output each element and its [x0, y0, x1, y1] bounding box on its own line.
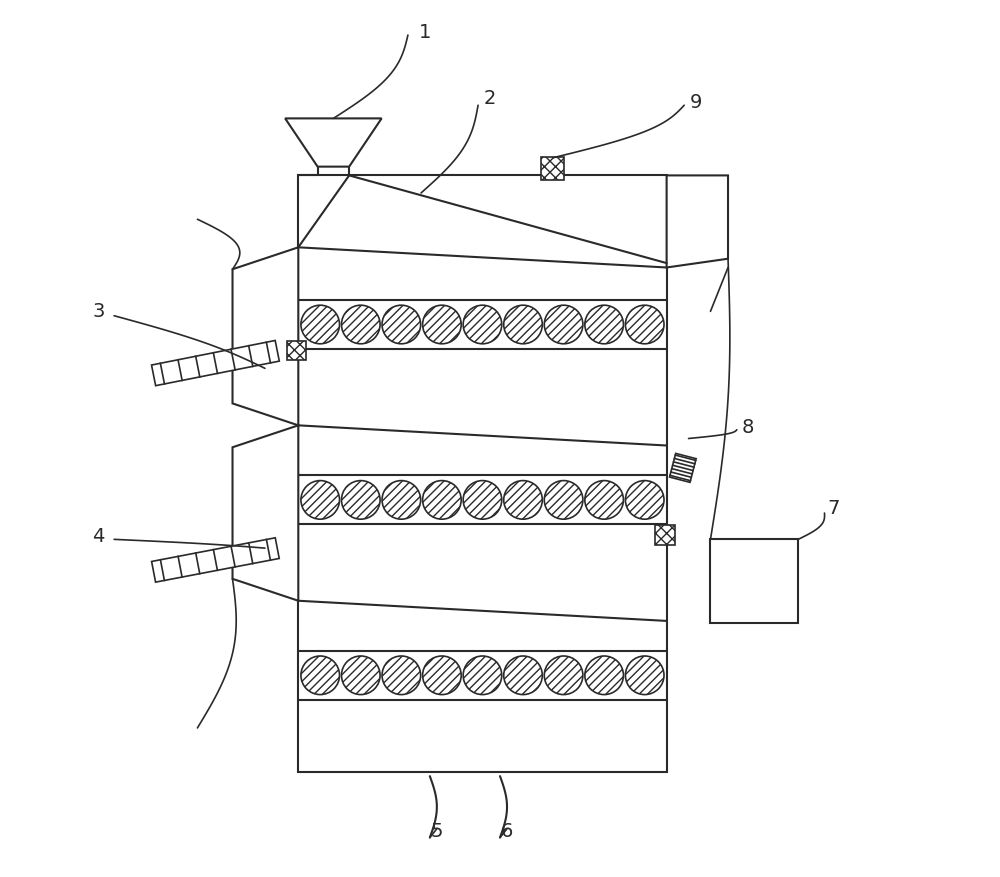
Circle shape	[585, 656, 623, 695]
Circle shape	[382, 656, 421, 695]
Text: 6: 6	[501, 822, 513, 841]
Circle shape	[625, 656, 664, 695]
Circle shape	[301, 305, 340, 344]
Circle shape	[301, 656, 340, 695]
Circle shape	[544, 305, 583, 344]
Circle shape	[382, 305, 421, 344]
Circle shape	[463, 656, 502, 695]
Polygon shape	[670, 453, 696, 482]
Circle shape	[382, 481, 421, 519]
Text: 3: 3	[92, 302, 105, 321]
Polygon shape	[152, 538, 279, 582]
Circle shape	[585, 305, 623, 344]
Circle shape	[341, 305, 380, 344]
Circle shape	[423, 305, 461, 344]
Circle shape	[585, 481, 623, 519]
Polygon shape	[233, 247, 298, 425]
Circle shape	[504, 481, 542, 519]
Bar	[298, 175, 667, 772]
Circle shape	[423, 656, 461, 695]
Text: 4: 4	[92, 527, 105, 546]
Polygon shape	[152, 340, 279, 386]
Bar	[541, 157, 564, 180]
Polygon shape	[667, 175, 728, 267]
Bar	[710, 539, 798, 623]
Bar	[655, 525, 675, 545]
Text: 7: 7	[827, 499, 839, 518]
Text: 1: 1	[419, 23, 432, 42]
Circle shape	[463, 305, 502, 344]
Circle shape	[544, 656, 583, 695]
Circle shape	[625, 305, 664, 344]
Circle shape	[625, 481, 664, 519]
Text: 2: 2	[483, 89, 496, 108]
Circle shape	[423, 481, 461, 519]
Circle shape	[504, 305, 542, 344]
Polygon shape	[285, 118, 382, 167]
Text: 5: 5	[431, 822, 443, 841]
Circle shape	[544, 481, 583, 519]
Text: 8: 8	[741, 417, 754, 437]
Circle shape	[504, 656, 542, 695]
Text: 9: 9	[689, 93, 702, 112]
Bar	[287, 341, 306, 360]
Circle shape	[341, 656, 380, 695]
Circle shape	[463, 481, 502, 519]
Circle shape	[341, 481, 380, 519]
Circle shape	[301, 481, 340, 519]
Polygon shape	[233, 425, 298, 601]
